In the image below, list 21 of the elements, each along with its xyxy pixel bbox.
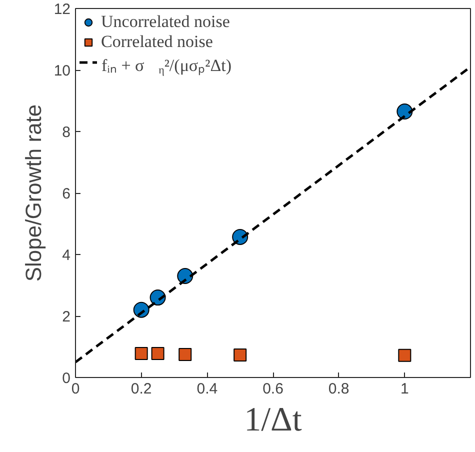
point [234,348,247,362]
point [151,347,164,360]
point [178,348,192,361]
y-tick-label: 4 [62,247,70,264]
point [134,347,148,360]
y-tick-label: 0 [62,370,70,387]
x-tick-label: 0.4 [196,380,218,398]
point [398,348,412,362]
y-tick-label: 12 [54,1,71,18]
x-tick-label: 0.6 [262,380,284,398]
x-tick-label: 1 [400,380,409,398]
y-tick-label: 10 [54,62,71,80]
legend-label: Uncorrelated noise [101,12,230,32]
x-tick-label: 0.2 [130,380,152,398]
y-axis-title: Slope/Growth rate [20,104,46,282]
x-tick-label: 0.8 [328,380,350,398]
y-tick-label: 6 [62,186,70,202]
legend-label: Correlated noise [101,32,213,52]
x-axis-title: 1/Δt [244,402,302,438]
y-tick-label: 2 [62,308,70,326]
y-tick-label: 8 [62,124,70,141]
